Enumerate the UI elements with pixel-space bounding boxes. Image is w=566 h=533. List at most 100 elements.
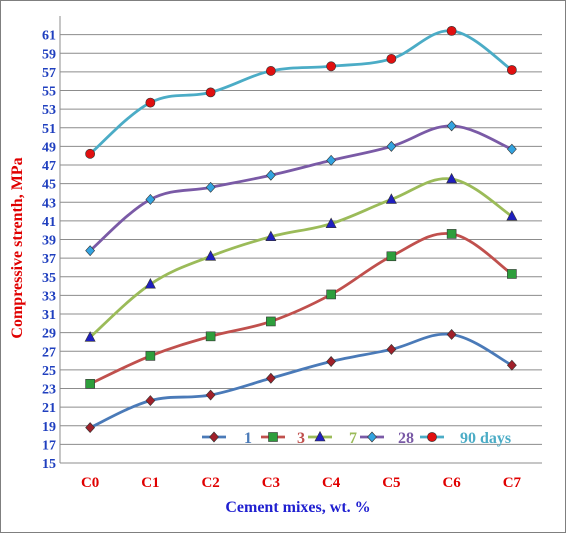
series-1 [85, 329, 517, 434]
y-tick-label: 45 [42, 178, 56, 193]
data-point [446, 229, 457, 239]
x-tick-label: C3 [262, 475, 280, 491]
data-point [446, 25, 457, 36]
x-tick-label: C6 [442, 475, 461, 491]
legend-item: 90 days [420, 430, 511, 447]
legend-label: 3 [297, 430, 305, 447]
y-tick-label: 43 [42, 196, 56, 211]
legend-label: 28 [398, 430, 414, 447]
series-line [89, 232, 513, 386]
data-point [326, 61, 337, 72]
data-point [84, 331, 96, 342]
data-point [326, 154, 337, 166]
legend: 1 3 7 28 90 days [202, 430, 511, 447]
data-point [325, 217, 337, 228]
data-point [144, 278, 156, 289]
y-tick-label: 31 [42, 308, 56, 323]
x-tick-label: C7 [503, 475, 522, 491]
legend-item: 3 [261, 430, 305, 447]
y-tick-labels: 15 17 19 21 23 25 27 29 31 33 35 37 39 41 43 45 47 49 51 53… [42, 29, 56, 472]
legend-marker [427, 432, 437, 442]
data-point [507, 269, 517, 279]
data-point [385, 193, 397, 204]
data-point [386, 140, 397, 152]
data-point [85, 245, 96, 257]
y-axis-label: Compressive strenth, MPa [9, 157, 26, 338]
series-3 [85, 229, 517, 389]
y-tick-label: 17 [42, 438, 56, 453]
data-point [145, 395, 156, 407]
data-point [205, 250, 217, 261]
y-tick-label: 39 [42, 234, 56, 249]
y-tick-label: 25 [42, 364, 56, 379]
y-tick-label: 59 [42, 47, 56, 62]
legend-marker [268, 432, 278, 442]
data-point [386, 343, 397, 355]
x-tick-label: C4 [322, 475, 341, 491]
data-point [265, 372, 276, 384]
series-90-days [85, 25, 517, 159]
y-tick-label: 49 [42, 140, 56, 155]
data-point [85, 148, 96, 159]
data-point [265, 230, 277, 242]
y-tick-label: 35 [42, 271, 56, 286]
y-tick-label: 33 [42, 289, 56, 304]
legend-label: 90 days [460, 430, 511, 447]
legend-item: 1 [202, 430, 252, 447]
y-tick-label: 23 [42, 383, 56, 398]
series-28 [85, 120, 517, 257]
legend-marker [367, 431, 377, 443]
x-tick-label: C0 [81, 475, 99, 491]
data-point [265, 169, 276, 181]
data-point [85, 422, 96, 434]
data-point [506, 65, 517, 75]
y-tick-label: 19 [42, 420, 56, 435]
data-point [205, 389, 216, 401]
y-tick-label: 27 [42, 345, 56, 360]
data-point [205, 331, 216, 342]
data-point [326, 356, 337, 367]
data-point [386, 53, 397, 64]
y-tick-label: 51 [42, 122, 56, 137]
data-point [446, 172, 458, 184]
data-point [506, 359, 517, 371]
data-point [386, 251, 397, 262]
data-point [266, 316, 276, 327]
y-tick-label: 29 [42, 327, 56, 342]
y-tick-label: 53 [42, 103, 56, 118]
grid-lines [59, 16, 542, 464]
data-point [506, 143, 517, 155]
legend-marker [209, 431, 219, 443]
series-line [89, 332, 513, 429]
data-point [145, 194, 156, 205]
y-tick-label: 47 [42, 159, 56, 174]
x-tick-label: C5 [382, 475, 400, 491]
x-tick-labels: C0 C1 C2 C3 C4 C5 C6 C7 [81, 475, 522, 491]
legend-label: 7 [349, 430, 357, 447]
data-point [506, 210, 518, 221]
y-tick-label: 15 [42, 457, 56, 472]
legend-item: 28 [360, 430, 414, 447]
data-point [205, 87, 216, 98]
y-tick-label: 21 [42, 401, 56, 416]
data-point [145, 97, 156, 108]
legend-item: 7 [308, 430, 357, 447]
data-point [265, 66, 276, 76]
data-point [446, 329, 457, 340]
legend-marker [314, 430, 326, 442]
series-line [89, 177, 513, 339]
data-point [205, 181, 216, 193]
x-tick-label: C1 [141, 475, 159, 491]
y-tick-label: 55 [42, 85, 56, 100]
y-tick-label: 61 [42, 29, 56, 44]
legend-label: 1 [244, 430, 252, 447]
data-point [446, 120, 457, 132]
y-tick-label: 57 [42, 66, 56, 81]
data-point [145, 351, 156, 361]
series-line [89, 29, 513, 155]
x-tick-label: C2 [201, 475, 219, 491]
series-7 [84, 172, 518, 342]
series-group [84, 25, 518, 434]
x-axis-label: Cement mixes, wt. % [225, 499, 370, 516]
